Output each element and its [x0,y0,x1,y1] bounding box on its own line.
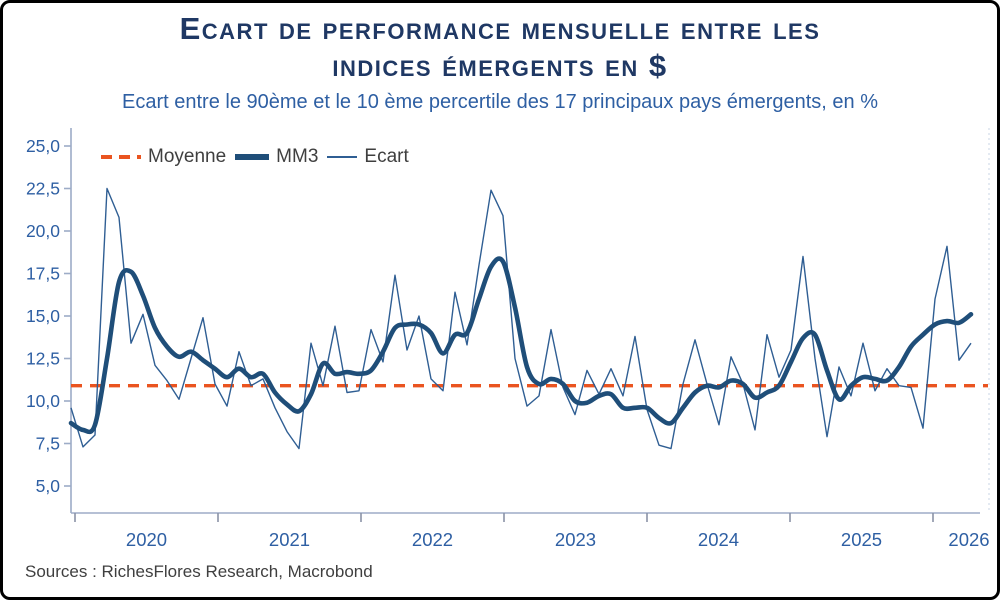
y-axis-label: 10,0 [26,391,60,411]
y-axis-label: 25,0 [26,136,60,156]
y-axis-label: 22,5 [26,179,60,199]
y-axis-label: 15,0 [26,306,60,326]
mm3-line-series [68,256,974,435]
thick-line-swatch-icon [235,154,270,160]
y-axis-label: 5,0 [36,476,61,496]
x-axis-label: 2022 [412,529,453,550]
y-axis-label: 7,5 [36,434,60,454]
chart-title: Ecart de performance mensuelle entre les… [3,11,997,84]
x-axis-label: 2023 [555,529,596,550]
y-axis-label: 20,0 [26,221,60,241]
legend-item-mm3: MM3 [235,146,318,168]
thin-line-swatch-icon [327,156,358,158]
legend-label-mm3: MM3 [276,146,319,167]
x-axis-label: 2026 [948,529,989,550]
x-axis-label: 2020 [126,529,167,550]
legend-item-ecart: Ecart [327,146,409,168]
chart-legend: Moyenne MM3 Ecart [101,146,409,168]
chart-title-line2: indices émergents en $ [332,47,668,83]
legend-label-ecart: Ecart [364,146,409,167]
chart-subtitle: Ecart entre le 90ème et le 10 ème percer… [122,91,878,113]
legend-label-moyenne: Moyenne [148,146,227,167]
y-axis-label: 17,5 [26,264,60,284]
ecart-line-series [70,187,972,450]
x-axis-label: 2024 [698,529,739,550]
source-note: Sources : RichesFlores Research, Macrobo… [25,562,373,581]
x-axis-label: 2025 [841,529,882,550]
x-axis-label: 2021 [269,529,310,550]
chart-title-line1: Ecart de performance mensuelle entre les [179,11,821,46]
chart-plot-area: 25,0 22,5 20,0 17,5 15,0 12,5 10,0 7,5 5,0 2020 20… [26,128,990,550]
y-axis-label: 12,5 [26,349,60,369]
legend-item-moyenne: Moyenne [101,146,226,168]
dashed-line-swatch-icon [101,155,141,159]
